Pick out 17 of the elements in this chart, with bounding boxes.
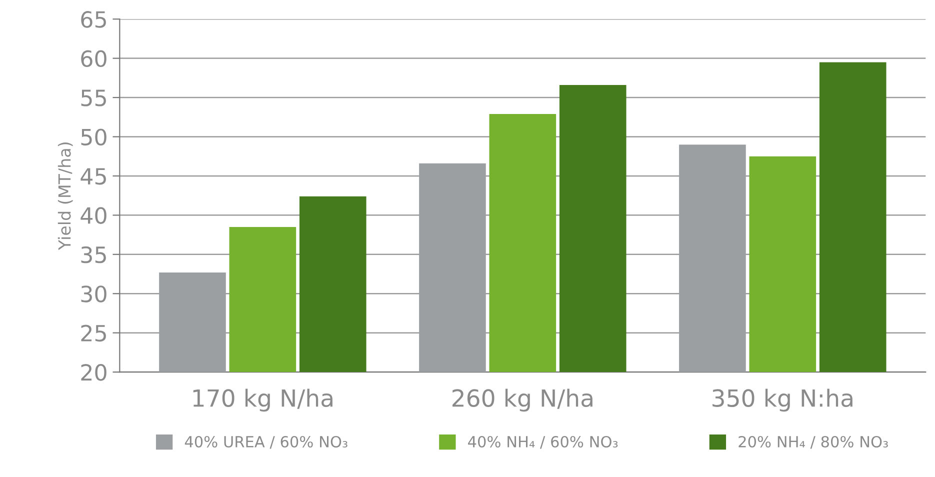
x-tick-label: 260 kg N/ha	[452, 388, 592, 412]
y-tick-label: 65	[81, 11, 106, 28]
legend-label: 20% NH₄ / 80% NO₃	[738, 436, 888, 449]
y-tick-label: 30	[81, 286, 106, 302]
y-tick-label: 45	[80, 168, 106, 185]
y-tick-label: 35	[81, 246, 106, 264]
y-axis-title: Yield (MT/ha)	[58, 142, 73, 250]
y-tick-label: 50	[81, 128, 106, 146]
y-tick-label: 55	[81, 90, 106, 106]
y-tick-label: 25	[81, 324, 106, 342]
y-tick-label: 40	[80, 207, 106, 224]
x-tick-label: 350 kg N:ha	[712, 388, 852, 412]
y-tick-label: 60	[81, 50, 106, 68]
y-tick-label: 20	[81, 364, 106, 381]
legend-label: 40% UREA / 60% NO₃	[184, 436, 348, 449]
x-tick-label: 170 kg N/ha	[193, 388, 332, 412]
legend-label: 40% NH₄ / 60% NO₃	[468, 436, 618, 449]
